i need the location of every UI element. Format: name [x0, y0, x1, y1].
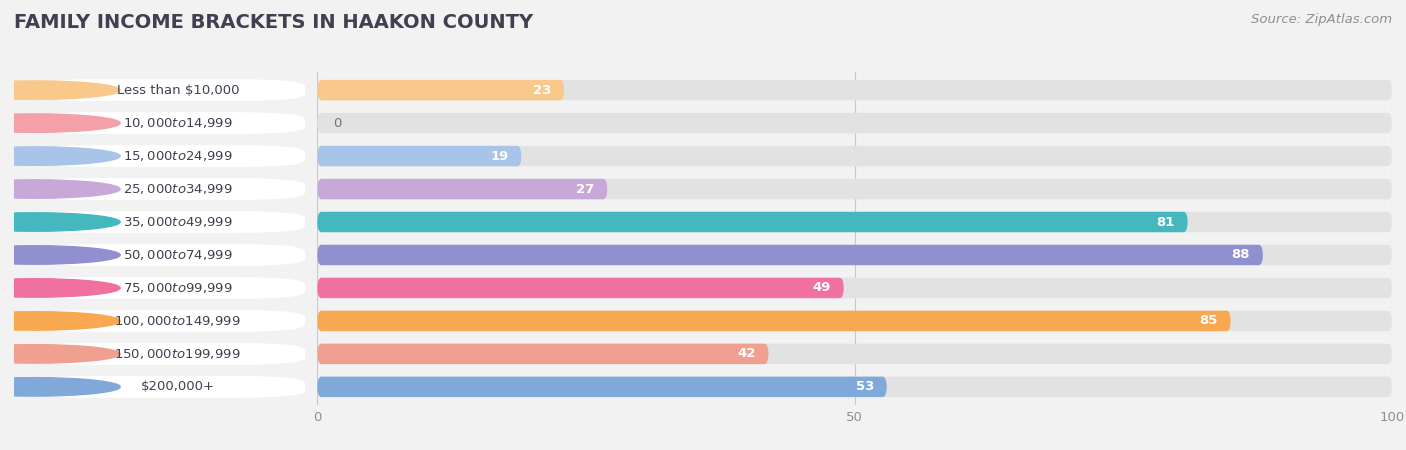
Text: $10,000 to $14,999: $10,000 to $14,999 [122, 116, 232, 130]
FancyBboxPatch shape [318, 245, 1392, 265]
Text: 53: 53 [855, 380, 875, 393]
FancyBboxPatch shape [318, 80, 564, 100]
Text: $15,000 to $24,999: $15,000 to $24,999 [122, 149, 232, 163]
FancyBboxPatch shape [27, 277, 305, 299]
Circle shape [0, 213, 120, 231]
Circle shape [0, 180, 120, 198]
Circle shape [0, 345, 120, 363]
Circle shape [0, 279, 120, 297]
FancyBboxPatch shape [318, 212, 1392, 232]
FancyBboxPatch shape [318, 146, 522, 166]
FancyBboxPatch shape [318, 310, 1230, 331]
Text: 27: 27 [576, 183, 595, 196]
FancyBboxPatch shape [27, 244, 305, 266]
Text: 49: 49 [813, 281, 831, 294]
Text: Less than $10,000: Less than $10,000 [117, 84, 239, 97]
FancyBboxPatch shape [318, 245, 1263, 265]
Text: $200,000+: $200,000+ [141, 380, 215, 393]
FancyBboxPatch shape [27, 178, 305, 200]
Text: FAMILY INCOME BRACKETS IN HAAKON COUNTY: FAMILY INCOME BRACKETS IN HAAKON COUNTY [14, 14, 533, 32]
FancyBboxPatch shape [318, 80, 1392, 100]
FancyBboxPatch shape [27, 376, 305, 398]
FancyBboxPatch shape [27, 145, 305, 167]
Text: $50,000 to $74,999: $50,000 to $74,999 [122, 248, 232, 262]
FancyBboxPatch shape [27, 211, 305, 233]
FancyBboxPatch shape [27, 112, 305, 134]
Text: 0: 0 [333, 117, 342, 130]
Circle shape [0, 378, 120, 396]
Text: $100,000 to $149,999: $100,000 to $149,999 [114, 314, 240, 328]
FancyBboxPatch shape [318, 278, 844, 298]
FancyBboxPatch shape [27, 343, 305, 365]
FancyBboxPatch shape [318, 113, 1392, 133]
Circle shape [0, 246, 120, 264]
FancyBboxPatch shape [27, 310, 305, 332]
Text: $35,000 to $49,999: $35,000 to $49,999 [122, 215, 232, 229]
FancyBboxPatch shape [318, 278, 1392, 298]
Circle shape [0, 147, 120, 165]
Text: 85: 85 [1199, 315, 1218, 328]
FancyBboxPatch shape [27, 79, 305, 101]
Text: 88: 88 [1232, 248, 1250, 261]
Text: 23: 23 [533, 84, 551, 97]
FancyBboxPatch shape [318, 179, 1392, 199]
Text: 42: 42 [737, 347, 755, 360]
Text: $75,000 to $99,999: $75,000 to $99,999 [122, 281, 232, 295]
Circle shape [0, 312, 120, 330]
Text: 81: 81 [1157, 216, 1175, 229]
FancyBboxPatch shape [318, 377, 1392, 397]
FancyBboxPatch shape [318, 310, 1392, 331]
Circle shape [0, 81, 120, 99]
Text: $25,000 to $34,999: $25,000 to $34,999 [122, 182, 232, 196]
FancyBboxPatch shape [318, 212, 1188, 232]
FancyBboxPatch shape [318, 344, 1392, 364]
FancyBboxPatch shape [318, 344, 769, 364]
Text: $150,000 to $199,999: $150,000 to $199,999 [114, 347, 240, 361]
Text: Source: ZipAtlas.com: Source: ZipAtlas.com [1251, 14, 1392, 27]
FancyBboxPatch shape [318, 179, 607, 199]
FancyBboxPatch shape [318, 146, 1392, 166]
Circle shape [0, 114, 120, 132]
Text: 19: 19 [491, 149, 509, 162]
FancyBboxPatch shape [318, 377, 887, 397]
